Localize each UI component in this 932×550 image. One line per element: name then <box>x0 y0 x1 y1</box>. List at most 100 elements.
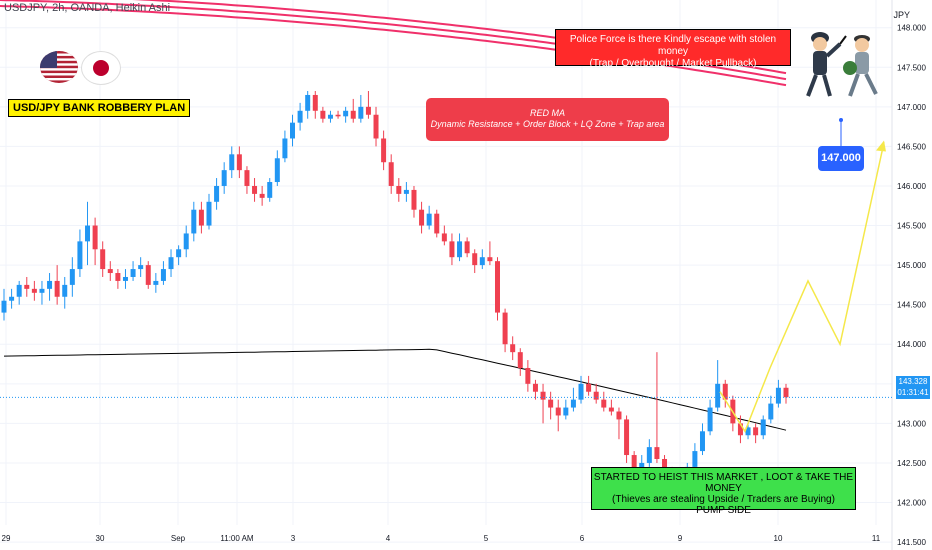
candle-body <box>403 189 409 194</box>
chart-legend-ticker[interactable]: USDJPY, 2h, OANDA, Heikin Ashi <box>4 2 171 14</box>
candle-body <box>396 185 402 194</box>
candle-body <box>646 447 652 463</box>
candle-body <box>775 387 781 404</box>
candle-body <box>426 213 432 226</box>
candle-body <box>183 233 189 250</box>
candle-body <box>570 399 576 408</box>
candle-body <box>358 106 364 119</box>
candle-body <box>138 265 144 270</box>
x-tick-label: 6 <box>580 534 585 543</box>
x-tick-label: Sep <box>171 534 186 543</box>
candle-body <box>457 241 463 258</box>
candle-body <box>662 458 668 471</box>
candle-body <box>259 193 265 198</box>
candle-body <box>525 367 531 384</box>
candle-body <box>532 383 538 392</box>
candle-body <box>464 241 470 254</box>
candle-body <box>54 280 60 297</box>
candle-body <box>100 249 106 270</box>
candle-body <box>214 185 220 202</box>
us-flag-icon <box>40 51 78 83</box>
candle-body <box>563 407 569 416</box>
bar-countdown: 01:31:41 <box>897 388 929 397</box>
projection-path <box>719 142 885 433</box>
candle-body <box>236 154 242 171</box>
target-price-badge: 147.000 <box>818 146 864 171</box>
candle-body <box>692 451 698 467</box>
x-tick-label: 5 <box>484 534 489 543</box>
candle-body <box>388 162 394 186</box>
candle-body <box>198 209 204 226</box>
candle-body <box>290 122 296 139</box>
candle-body <box>479 257 485 266</box>
candle-body <box>365 106 371 115</box>
candle-body <box>252 185 258 194</box>
heist-callout: STARTED TO HEIST THIS MARKET , LOOT & TA… <box>591 467 856 516</box>
candle-body <box>282 138 288 159</box>
candle-body <box>434 213 440 234</box>
candle-body <box>9 296 15 301</box>
candle-body <box>411 189 417 210</box>
x-tick-label: 29 <box>2 534 11 543</box>
candle-body <box>39 288 45 293</box>
candle-body <box>502 312 508 345</box>
candle-body <box>267 182 273 198</box>
candle-body <box>16 284 22 297</box>
candle-body <box>244 170 250 186</box>
candle-body <box>593 391 599 400</box>
y-tick-label: 147.000 <box>897 103 926 112</box>
candle-body <box>153 280 159 285</box>
candle-body <box>487 257 493 262</box>
candle-body <box>783 387 789 398</box>
candle-body <box>586 383 592 392</box>
candle-body <box>601 399 607 408</box>
candle-body <box>62 284 68 297</box>
price-axis-panel[interactable] <box>892 0 932 550</box>
thief-police-illustration-icon <box>800 24 892 108</box>
candle-body <box>373 114 379 139</box>
candle-body <box>297 110 303 123</box>
candle-body <box>548 399 554 408</box>
heist-line-1: STARTED TO HEIST THIS MARKET , LOOT & TA… <box>593 472 854 494</box>
candle-body <box>449 241 455 258</box>
candle-body <box>69 269 75 285</box>
x-tick-label: 3 <box>291 534 296 543</box>
candle-body <box>130 269 136 277</box>
candle-body <box>274 158 280 183</box>
candle-body <box>578 383 584 400</box>
candle-body <box>107 269 113 274</box>
police-line-2: (Trap / Overbought / Market Pullback) <box>589 58 757 69</box>
candle-body <box>715 383 721 408</box>
candle-body <box>631 455 637 479</box>
candle-body <box>654 447 660 459</box>
red-ma-description: Dynamic Resistance + Order Block + LQ Zo… <box>430 119 665 129</box>
x-tick-label: 11:00 AM <box>220 534 254 543</box>
last-price-tag: 143.328 01:31:41 <box>896 376 930 399</box>
heist-line-3: PUMP SIDE <box>696 505 751 516</box>
candle-body <box>31 288 37 293</box>
target-dot <box>839 118 843 122</box>
candle-body <box>176 249 182 258</box>
candle-body <box>320 110 326 119</box>
black-moving-average-line <box>3 348 787 431</box>
y-tick-label: 144.500 <box>897 301 926 310</box>
candle-body <box>312 94 318 111</box>
y-tick-label: 145.500 <box>897 222 926 231</box>
x-axis: 29 30 Sep 11:00 AM 3 4 5 6 9 10 11 <box>2 534 881 543</box>
candle-body <box>707 407 713 432</box>
police-line-1: Police Force is there Kindly escape with… <box>569 34 777 57</box>
candle-body <box>85 225 91 242</box>
y-tick-label: 143.000 <box>897 419 926 428</box>
y-tick-label: 146.500 <box>897 142 926 151</box>
candle-body <box>737 423 743 436</box>
candle-body <box>24 284 30 289</box>
candle-body <box>335 114 341 117</box>
last-price-value: 143.328 <box>898 377 928 386</box>
candle-body <box>47 280 53 289</box>
candle-body <box>92 225 98 250</box>
candle-body <box>510 344 516 353</box>
candle-body <box>350 110 356 119</box>
y-tick-label: 142.000 <box>897 499 926 508</box>
x-tick-label: 30 <box>96 534 105 543</box>
